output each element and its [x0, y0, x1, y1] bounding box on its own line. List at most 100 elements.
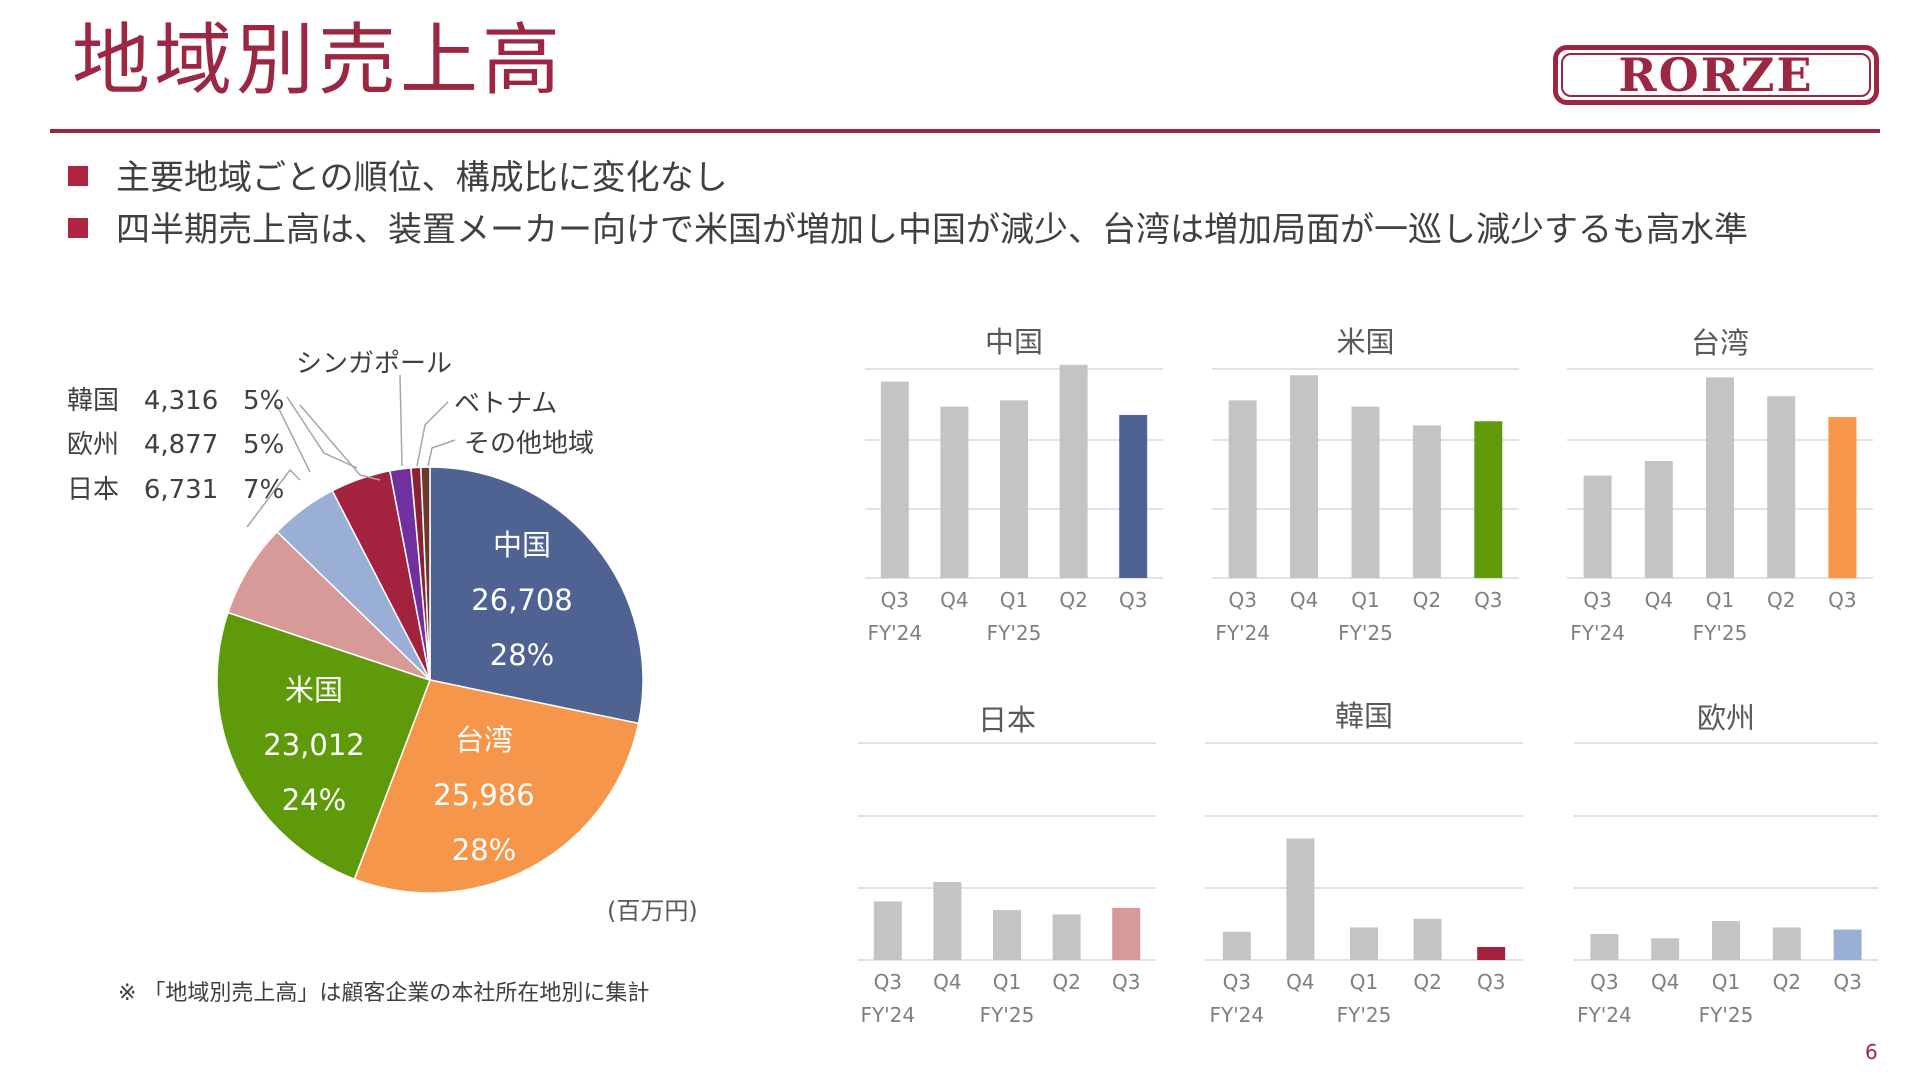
- bar-q3-0: [873, 901, 902, 960]
- taiwan-name: 台湾: [454, 723, 514, 757]
- europe-pct: 5%: [243, 430, 285, 460]
- fiscal-year-label: FY'24: [867, 621, 922, 645]
- bar-q2-3: [1767, 396, 1796, 578]
- quarterly-bar-charts: 中国 Q3 Q4 Q1 Q2 Q3 FY'24 FY'25 米国 Q3 Q4 Q1 Q2 Q3 FY'24 F…: [858, 325, 1878, 1027]
- fiscal-year-label: FY'25: [987, 621, 1042, 645]
- tick-label: Q3: [1119, 588, 1147, 612]
- tick-label: Q2: [1767, 588, 1795, 612]
- bar-q3-4: [1828, 417, 1857, 578]
- pie-slice-others: [420, 466, 431, 681]
- bar-q1-2: [1350, 927, 1378, 960]
- tick-label: Q3: [1474, 588, 1502, 612]
- pie-slice-usa: [216, 611, 431, 881]
- usa-name: 米国: [284, 673, 344, 707]
- bullet-text-2: 四半期売上高は、装置メーカー向けで米国が増加し中国が減少、台湾は増加局面が一巡し…: [116, 210, 1748, 250]
- tick-label: Q3: [1583, 588, 1611, 612]
- fiscal-year-label: FY'24: [1209, 1003, 1264, 1027]
- page-number: 6: [1865, 1040, 1878, 1064]
- pie-slice-china: [429, 466, 644, 725]
- tick-label: Q2: [1413, 970, 1441, 994]
- fiscal-year-label: FY'25: [1693, 621, 1748, 645]
- fiscal-year-label: FY'24: [1570, 621, 1625, 645]
- bar-q2-3: [1052, 914, 1081, 960]
- china-pct: 28%: [489, 638, 555, 672]
- tick-label: Q4: [1645, 588, 1673, 612]
- bar-q2-3: [1059, 364, 1088, 578]
- tick-label: Q2: [1052, 970, 1080, 994]
- fiscal-year-label: FY'25: [1337, 1003, 1392, 1027]
- pie-leader-lines: [246, 374, 456, 528]
- tick-label: Q1: [1350, 970, 1378, 994]
- tick-label: Q4: [1290, 588, 1318, 612]
- tick-label: Q3: [1223, 970, 1251, 994]
- bar-chart-5: 韓国 Q3 Q4 Q1 Q2 Q3 FY'24 FY'25: [1205, 699, 1523, 1027]
- usa-value: 23,012: [263, 728, 365, 762]
- bar-q3-4: [1112, 907, 1141, 960]
- bar-q3-4: [1474, 421, 1503, 578]
- footnote: ※ 「地域別売上高」は顧客企業の本社所在地別に集計: [118, 981, 650, 1006]
- tick-label: Q3: [881, 588, 909, 612]
- bar-q4-1: [1644, 460, 1673, 578]
- tick-label: Q1: [1351, 588, 1379, 612]
- tick-label: Q4: [1651, 970, 1679, 994]
- bar-q3-4: [1833, 929, 1862, 960]
- china-name: 中国: [492, 528, 552, 562]
- korea-name: 韓国: [67, 386, 120, 416]
- fiscal-year-label: FY'24: [1577, 1003, 1632, 1027]
- bar-q3-0: [1583, 475, 1612, 578]
- tick-label: Q3: [874, 970, 902, 994]
- bar-q2-3: [1412, 425, 1441, 578]
- tick-label: Q3: [1112, 970, 1140, 994]
- bar-q1-2: [1712, 920, 1740, 960]
- usa-pct: 24%: [281, 783, 347, 817]
- europe-name: 欧州: [67, 430, 120, 460]
- bar-q1-2: [1000, 400, 1028, 578]
- tick-label: Q3: [1590, 970, 1618, 994]
- bar-q3-0: [1222, 931, 1251, 960]
- bar-q1-2: [1706, 377, 1734, 578]
- korea-pct: 5%: [243, 386, 285, 416]
- pie-inner-label-china: 中国 26,708 28%: [471, 518, 572, 683]
- fiscal-year-label: FY'25: [980, 1003, 1035, 1027]
- fiscal-year-label: FY'24: [1215, 621, 1270, 645]
- bar-chart-title: 韓国: [1335, 699, 1393, 733]
- europe-value: 4,877: [143, 430, 219, 460]
- fiscal-year-label: FY'25: [1338, 621, 1393, 645]
- fiscal-year-label: FY'25: [1699, 1003, 1754, 1027]
- tick-label: Q2: [1059, 588, 1087, 612]
- bullet-item-1: 主要地域ごとの順位、構成比に変化なし: [68, 150, 728, 199]
- tick-label: Q3: [1833, 970, 1861, 994]
- tick-label: Q3: [1828, 588, 1856, 612]
- bar-q1-2: [993, 910, 1021, 960]
- bar-q4-1: [940, 406, 969, 578]
- tick-label: Q1: [1712, 970, 1740, 994]
- pie-inner-label-usa: 米国 23,012 24%: [263, 663, 364, 828]
- page-title: 地域別売上高: [72, 16, 565, 106]
- pie-label-japan: 日本 6,731 7%: [67, 469, 284, 506]
- pie-label-singapore: シンガポール: [296, 349, 453, 379]
- japan-value: 6,731: [143, 475, 219, 505]
- taiwan-pct: 28%: [451, 833, 517, 867]
- bar-chart-4: 日本 Q3 Q4 Q1 Q2 Q3 FY'24 FY'25: [858, 703, 1156, 1027]
- bar-q4-1: [1651, 938, 1680, 960]
- bar-q4-1: [1290, 375, 1319, 578]
- bar-q4-1: [1286, 838, 1315, 960]
- bullet-item-2: 四半期売上高は、装置メーカー向けで米国が増加し中国が減少、台湾は増加局面が一巡し…: [68, 202, 1748, 251]
- tick-label: Q4: [940, 588, 968, 612]
- bar-q4-1: [933, 881, 962, 960]
- bar-q3-0: [1228, 400, 1257, 578]
- korea-value: 4,316: [143, 386, 219, 416]
- logo-inner-border: [1561, 53, 1871, 97]
- pie-chart: [216, 466, 644, 894]
- bar-q3-4: [1119, 414, 1148, 578]
- bar-q1-2: [1351, 406, 1380, 578]
- bullet-text-1: 主要地域ごとの順位、構成比に変化なし: [116, 158, 728, 198]
- tick-label: Q1: [1706, 588, 1734, 612]
- bar-chart-title: 日本: [978, 703, 1036, 737]
- bar-q3-0: [1590, 933, 1619, 960]
- tick-label: Q3: [1477, 970, 1505, 994]
- tick-label: Q2: [1413, 588, 1441, 612]
- tick-label: Q2: [1773, 970, 1801, 994]
- bullet-square-icon: [68, 166, 88, 186]
